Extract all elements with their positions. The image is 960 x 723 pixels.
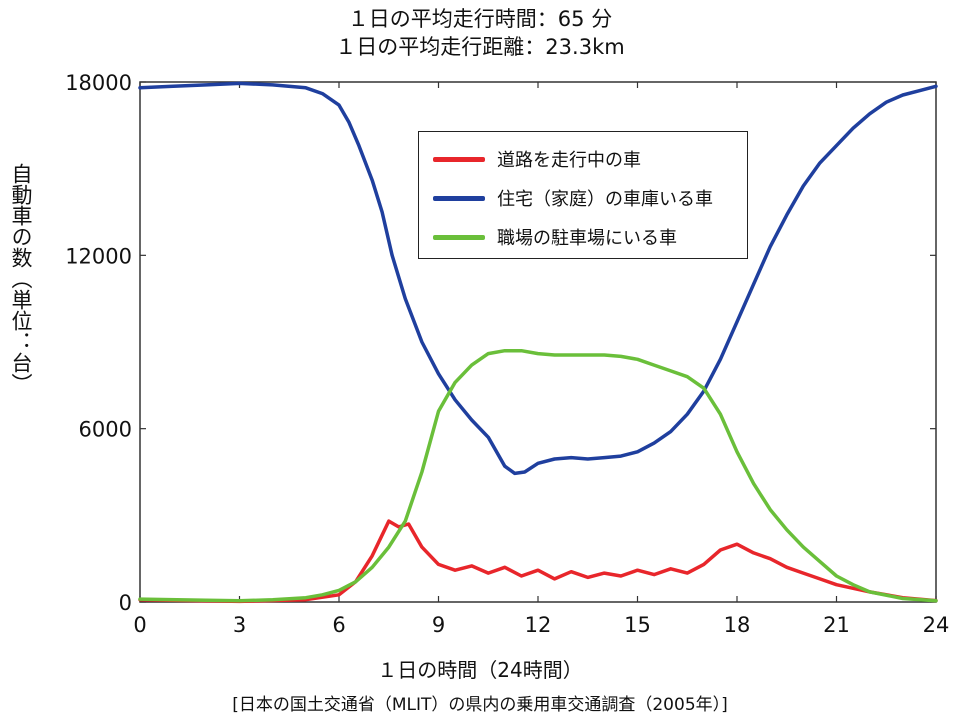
x-tick-label: 0 bbox=[133, 613, 146, 637]
legend-item-home: 住宅（家庭）の車庫いる車 bbox=[433, 186, 713, 210]
x-tick-label: 12 bbox=[525, 613, 552, 637]
legend-swatch-driving bbox=[433, 156, 485, 162]
source-caption: [日本の国土交通省（MLIT）の県内の乗用車交通調査（2005年）] bbox=[232, 695, 728, 715]
series-work-line bbox=[138, 348, 938, 603]
x-tick-label: 18 bbox=[724, 613, 751, 637]
legend-label-driving: 道路を走行中の車 bbox=[497, 150, 641, 171]
x-tick-label: 9 bbox=[432, 613, 445, 637]
legend-label-home: 住宅（家庭）の車庫いる車 bbox=[497, 189, 713, 210]
series-driving-line bbox=[138, 519, 938, 604]
legend-swatch-home bbox=[433, 195, 485, 201]
x-axis-label: １日の時間（24時間） bbox=[377, 658, 583, 682]
y-axis-label-text: 自動車の数（単位：台） bbox=[9, 163, 33, 394]
legend: 道路を走行中の車 住宅（家庭）の車庫いる車 職場の駐車場にいる車 bbox=[418, 131, 748, 259]
y-axis-label: 自動車の数（単位：台） bbox=[4, 163, 38, 394]
y-tick-label: 0 bbox=[119, 591, 132, 615]
legend-item-work: 職場の駐車場にいる車 bbox=[433, 225, 677, 249]
y-tick-label: 6000 bbox=[79, 418, 132, 442]
y-tick-label: 12000 bbox=[65, 244, 132, 268]
x-tick-label: 3 bbox=[233, 613, 246, 637]
x-tick-label: 24 bbox=[923, 613, 950, 637]
series-home-line bbox=[138, 81, 938, 476]
x-tick-label: 15 bbox=[624, 613, 651, 637]
legend-item-driving: 道路を走行中の車 bbox=[433, 147, 641, 171]
legend-swatch-work bbox=[433, 234, 485, 240]
legend-label-work: 職場の駐車場にいる車 bbox=[497, 228, 677, 249]
x-tick-label: 21 bbox=[823, 613, 850, 637]
stat-average-distance: １日の平均走行距離：23.3km bbox=[335, 35, 625, 59]
stat-average-time: １日の平均走行時間：65 分 bbox=[347, 7, 613, 31]
y-tick-label: 18000 bbox=[65, 71, 132, 95]
x-tick-label: 6 bbox=[332, 613, 345, 637]
